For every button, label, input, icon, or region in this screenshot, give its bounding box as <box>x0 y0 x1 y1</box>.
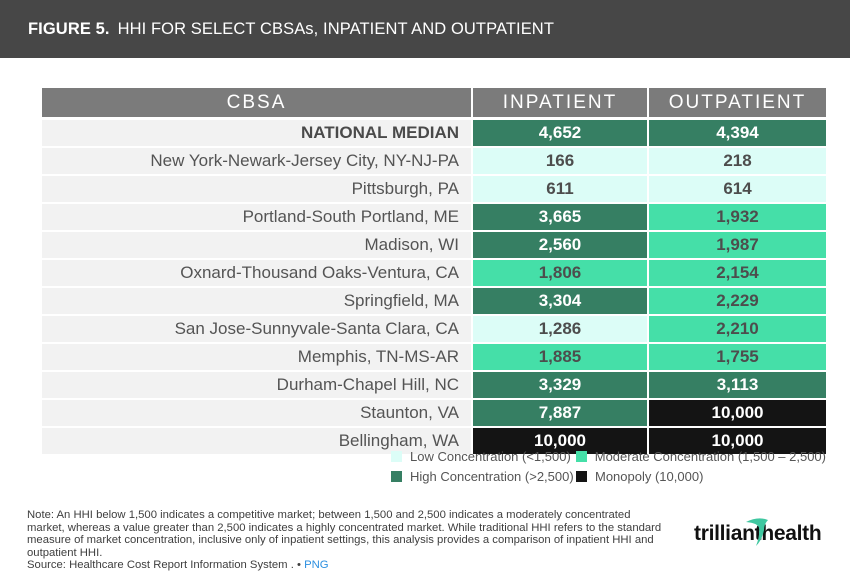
legend-label: Monopoly (10,000) <box>595 469 704 484</box>
inpatient-hhi-value: 3,665 <box>473 204 647 230</box>
legend-label: Moderate Concentration (1,500 – 2,500) <box>594 449 826 464</box>
outpatient-hhi-value: 10,000 <box>649 428 826 454</box>
table-row: San Jose-Sunnyvale-Santa Clara, CA 1,286 2… <box>42 316 826 342</box>
cbsa-name: San Jose-Sunnyvale-Santa Clara, CA <box>42 316 471 342</box>
inpatient-hhi-value: 2,560 <box>473 232 647 258</box>
table-row: Madison, WI 2,560 1,987 <box>42 232 826 258</box>
source-text: Source: Healthcare Cost Report Informati… <box>27 559 294 572</box>
inpatient-hhi-value: 4,652 <box>473 120 647 146</box>
column-header-inpatient: INPATIENT <box>473 88 647 117</box>
outpatient-hhi-value: 1,932 <box>649 204 826 230</box>
table-row: Pittsburgh, PA 611 614 <box>42 176 826 202</box>
inpatient-hhi-value: 1,885 <box>473 344 647 370</box>
inpatient-hhi-value: 1,286 <box>473 316 647 342</box>
table-row: Springfield, MA 3,304 2,229 <box>42 288 826 314</box>
separator-dot: • <box>297 559 301 572</box>
outpatient-hhi-value: 2,229 <box>649 288 826 314</box>
outpatient-hhi-value: 1,755 <box>649 344 826 370</box>
legend-swatch-monopoly <box>576 471 587 482</box>
legend-swatch-high <box>391 471 402 482</box>
logo-text-trilliant: trilliant <box>694 522 762 545</box>
outpatient-hhi-value: 10,000 <box>649 400 826 426</box>
cbsa-name: Staunton, VA <box>42 400 471 426</box>
table-body: NATIONAL MEDIAN 4,652 4,394 New York-Newark… <box>42 120 826 454</box>
source-line: Source: Healthcare Cost Report Informati… <box>27 559 667 572</box>
inpatient-hhi-value: 1,806 <box>473 260 647 286</box>
note-text: Note: An HHI below 1,500 indicates a com… <box>27 509 662 559</box>
table-row: Staunton, VA 7,887 10,000 <box>42 400 826 426</box>
outpatient-hhi-value: 614 <box>649 176 826 202</box>
table-header-row: CBSA INPATIENT OUTPATIENT <box>42 88 826 117</box>
legend-label: High Concentration (>2,500) <box>410 469 574 484</box>
outpatient-hhi-value: 4,394 <box>649 120 826 146</box>
legend-swatch-low <box>391 451 402 462</box>
outpatient-hhi-value: 218 <box>649 148 826 174</box>
hhi-table: CBSA INPATIENT OUTPATIENT NATIONAL MEDIA… <box>42 88 826 456</box>
table-row: Durham-Chapel Hill, NC 3,329 3,113 <box>42 372 826 398</box>
legend-label: Low Concentration (<1,500) <box>410 449 571 464</box>
cbsa-name: NATIONAL MEDIAN <box>42 120 471 146</box>
outpatient-hhi-value: 1,987 <box>649 232 826 258</box>
legend: Low Concentration (<1,500) Moderate Conce… <box>391 449 831 484</box>
footnote: Note: An HHI below 1,500 indicates a com… <box>27 509 667 572</box>
figure-title: HHI FOR SELECT CBSAs, INPATIENT AND OUTP… <box>117 19 555 38</box>
inpatient-hhi-value: 166 <box>473 148 647 174</box>
logo-swoosh-icon <box>746 518 768 546</box>
table-row: Oxnard-Thousand Oaks-Ventura, CA 1,806 2,1… <box>42 260 826 286</box>
column-header-cbsa: CBSA <box>42 88 471 117</box>
outpatient-hhi-value: 2,210 <box>649 316 826 342</box>
outpatient-hhi-value: 2,154 <box>649 260 826 286</box>
inpatient-hhi-value: 611 <box>473 176 647 202</box>
figure-label: FIGURE 5. <box>28 19 110 38</box>
inpatient-hhi-value: 3,304 <box>473 288 647 314</box>
legend-swatch-moderate <box>576 451 587 462</box>
cbsa-name: Memphis, TN-MS-AR <box>42 344 471 370</box>
cbsa-name: Oxnard-Thousand Oaks-Ventura, CA <box>42 260 471 286</box>
table-row: Memphis, TN-MS-AR 1,885 1,755 <box>42 344 826 370</box>
legend-item-low: Low Concentration (<1,500) <box>391 449 576 464</box>
table-row: New York-Newark-Jersey City, NY-NJ-PA 166… <box>42 148 826 174</box>
inpatient-hhi-value: 10,000 <box>473 428 647 454</box>
cbsa-name: Bellingham, WA <box>42 428 471 454</box>
table-row: Portland-South Portland, ME 3,665 1,932 <box>42 204 826 230</box>
legend-item-high: High Concentration (>2,500) <box>391 469 576 484</box>
cbsa-name: New York-Newark-Jersey City, NY-NJ-PA <box>42 148 471 174</box>
legend-item-monopoly: Monopoly (10,000) <box>576 469 826 484</box>
cbsa-name: Portland-South Portland, ME <box>42 204 471 230</box>
cbsa-name: Pittsburgh, PA <box>42 176 471 202</box>
logo-text-health: health <box>761 522 822 545</box>
cbsa-name: Springfield, MA <box>42 288 471 314</box>
outpatient-hhi-value: 3,113 <box>649 372 826 398</box>
legend-item-moderate: Moderate Concentration (1,500 – 2,500) <box>576 449 826 464</box>
png-link[interactable]: PNG <box>304 559 329 572</box>
cbsa-name: Durham-Chapel Hill, NC <box>42 372 471 398</box>
table-row: Bellingham, WA 10,000 10,000 <box>42 428 826 454</box>
inpatient-hhi-value: 3,329 <box>473 372 647 398</box>
figure-title-bar: FIGURE 5. HHI FOR SELECT CBSAs, INPATIEN… <box>0 0 850 58</box>
cbsa-name: Madison, WI <box>42 232 471 258</box>
table-row-national-median: NATIONAL MEDIAN 4,652 4,394 <box>42 120 826 146</box>
column-header-outpatient: OUTPATIENT <box>649 88 826 117</box>
inpatient-hhi-value: 7,887 <box>473 400 647 426</box>
trilliant-health-logo: trilliant health <box>694 518 822 546</box>
